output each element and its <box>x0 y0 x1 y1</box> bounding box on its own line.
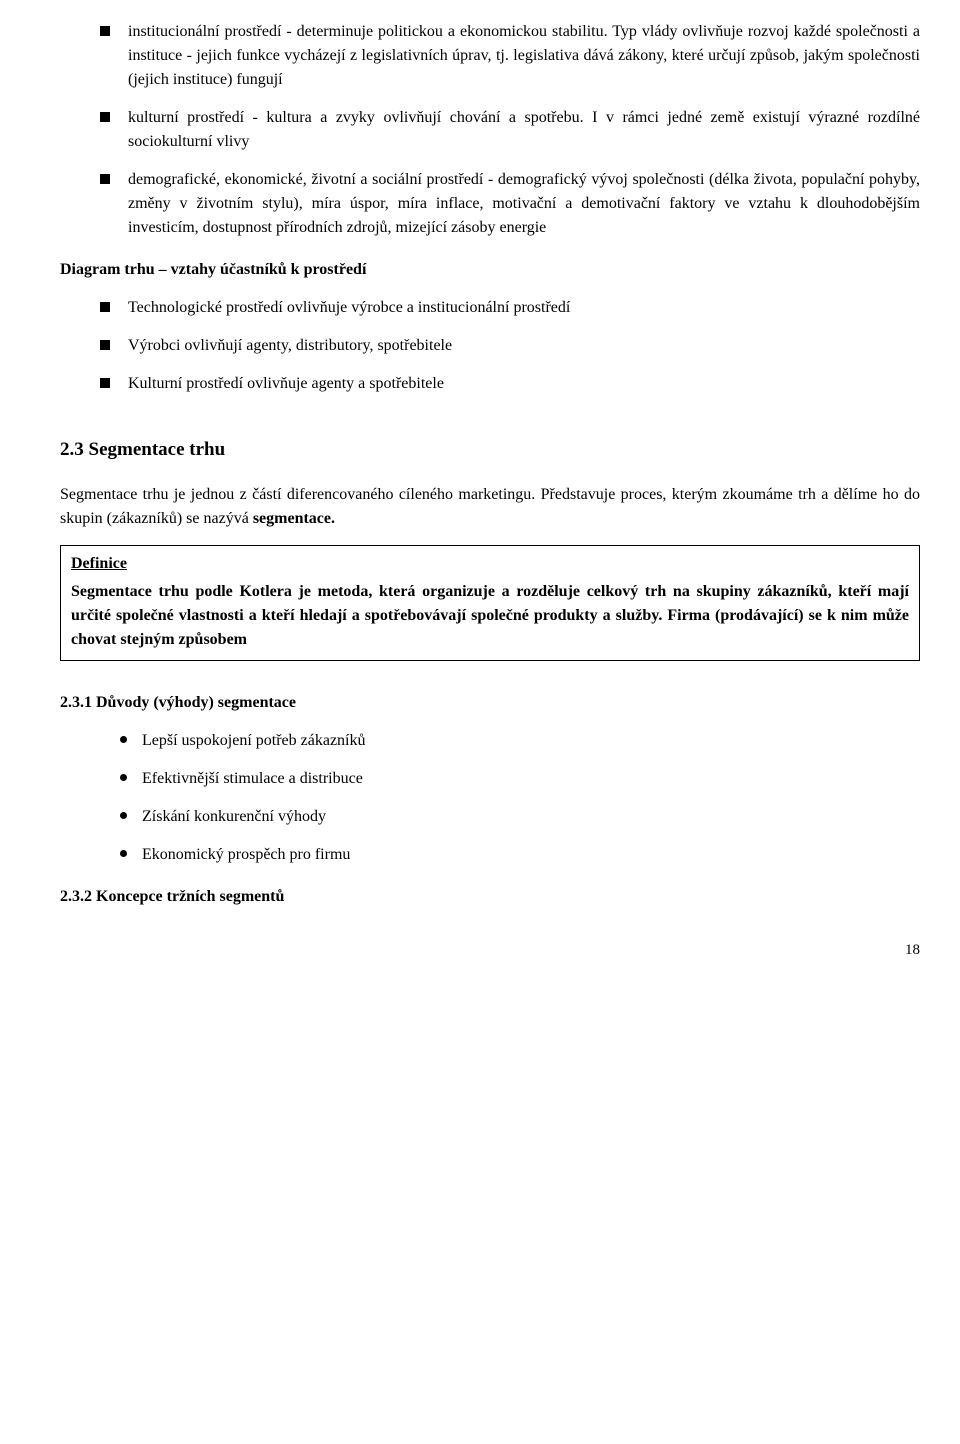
list-item: Výrobci ovlivňují agenty, distributory, … <box>100 334 920 358</box>
list-item: Kulturní prostředí ovlivňuje agenty a sp… <box>100 372 920 396</box>
diagram-heading: Diagram trhu – vztahy účastníků k prostř… <box>60 258 920 282</box>
advantages-bullet-list: Lepší uspokojení potřeb zákazníků Efekti… <box>60 729 920 867</box>
intro-bold-term: segmentace. <box>253 510 335 527</box>
list-item: Efektivnější stimulace a distribuce <box>120 767 920 791</box>
definition-text: Segmentace trhu podle Kotlera je metoda,… <box>71 583 909 648</box>
list-item: Získání konkurenční výhody <box>120 805 920 829</box>
list-item: Lepší uspokojení potřeb zákazníků <box>120 729 920 753</box>
top-bullet-list: institucionální prostředí - determinuje … <box>60 20 920 240</box>
diagram-bullet-list: Technologické prostředí ovlivňuje výrobc… <box>60 296 920 396</box>
intro-paragraph: Segmentace trhu je jednou z částí difere… <box>60 483 920 531</box>
intro-text: Segmentace trhu je jednou z částí difere… <box>60 486 920 527</box>
definition-box: Definice Segmentace trhu podle Kotlera j… <box>60 545 920 661</box>
list-item: Technologické prostředí ovlivňuje výrobc… <box>100 296 920 320</box>
list-item: kulturní prostředí - kultura a zvyky ovl… <box>100 106 920 154</box>
list-item: demografické, ekonomické, životní a soci… <box>100 168 920 240</box>
list-item: institucionální prostředí - determinuje … <box>100 20 920 92</box>
subsection-heading-2-3-1: 2.3.1 Důvody (výhody) segmentace <box>60 691 920 715</box>
section-heading-2-3: 2.3 Segmentace trhu <box>60 436 920 465</box>
list-item: Ekonomický prospěch pro firmu <box>120 843 920 867</box>
subsection-heading-2-3-2: 2.3.2 Koncepce tržních segmentů <box>60 885 920 909</box>
definition-label: Definice <box>71 552 909 576</box>
page-number: 18 <box>60 939 920 962</box>
